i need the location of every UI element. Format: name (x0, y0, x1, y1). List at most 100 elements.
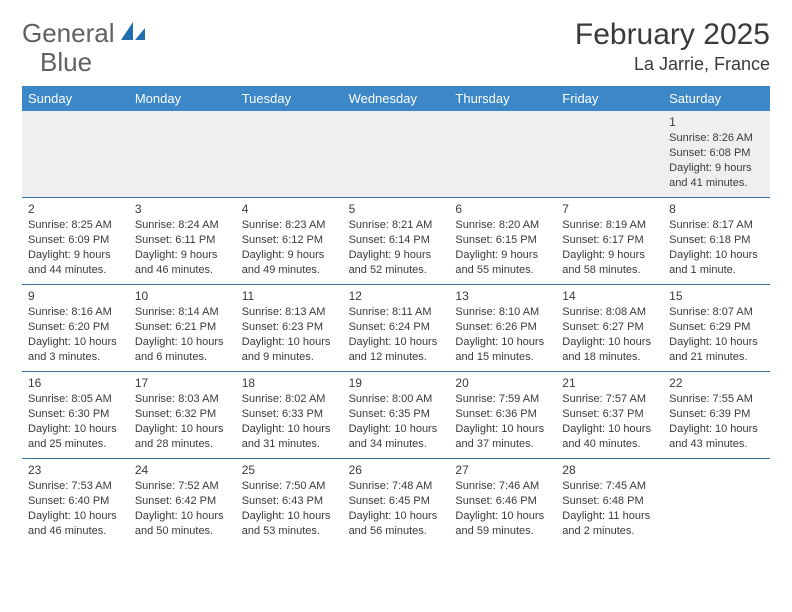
sunrise-text: Sunrise: 8:20 AM (455, 218, 550, 233)
weekday-fri: Friday (556, 86, 663, 111)
calendar-cell: 6Sunrise: 8:20 AMSunset: 6:15 PMDaylight… (449, 198, 556, 284)
sunrise-text: Sunrise: 8:19 AM (562, 218, 657, 233)
sunset-text: Sunset: 6:37 PM (562, 407, 657, 422)
sunset-text: Sunset: 6:17 PM (562, 233, 657, 248)
daylight-text: Daylight: 10 hours and 53 minutes. (242, 509, 337, 539)
calendar-cell: 1Sunrise: 8:26 AMSunset: 6:08 PMDaylight… (663, 111, 770, 197)
sunset-text: Sunset: 6:43 PM (242, 494, 337, 509)
calendar-table: Sunday Monday Tuesday Wednesday Thursday… (22, 86, 770, 545)
day-number: 22 (669, 375, 764, 391)
sunrise-text: Sunrise: 8:13 AM (242, 305, 337, 320)
day-number: 27 (455, 462, 550, 478)
daylight-text: Daylight: 10 hours and 31 minutes. (242, 422, 337, 452)
calendar-cell: 18Sunrise: 8:02 AMSunset: 6:33 PMDayligh… (236, 372, 343, 458)
sunrise-text: Sunrise: 8:02 AM (242, 392, 337, 407)
weekday-thu: Thursday (449, 86, 556, 111)
sunrise-text: Sunrise: 8:16 AM (28, 305, 123, 320)
calendar-cell (129, 111, 236, 197)
sunrise-text: Sunrise: 7:52 AM (135, 479, 230, 494)
sunset-text: Sunset: 6:14 PM (349, 233, 444, 248)
day-number: 7 (562, 201, 657, 217)
weekday-wed: Wednesday (343, 86, 450, 111)
day-number: 16 (28, 375, 123, 391)
daylight-text: Daylight: 9 hours and 55 minutes. (455, 248, 550, 278)
calendar-rows: 1Sunrise: 8:26 AMSunset: 6:08 PMDaylight… (22, 111, 770, 545)
day-number: 11 (242, 288, 337, 304)
calendar-cell: 14Sunrise: 8:08 AMSunset: 6:27 PMDayligh… (556, 285, 663, 371)
sunset-text: Sunset: 6:33 PM (242, 407, 337, 422)
daylight-text: Daylight: 10 hours and 25 minutes. (28, 422, 123, 452)
day-number: 3 (135, 201, 230, 217)
calendar-row: 9Sunrise: 8:16 AMSunset: 6:20 PMDaylight… (22, 284, 770, 371)
daylight-text: Daylight: 10 hours and 37 minutes. (455, 422, 550, 452)
daylight-text: Daylight: 10 hours and 34 minutes. (349, 422, 444, 452)
calendar-cell: 16Sunrise: 8:05 AMSunset: 6:30 PMDayligh… (22, 372, 129, 458)
sunrise-text: Sunrise: 7:53 AM (28, 479, 123, 494)
sunset-text: Sunset: 6:48 PM (562, 494, 657, 509)
daylight-text: Daylight: 10 hours and 50 minutes. (135, 509, 230, 539)
sunrise-text: Sunrise: 8:07 AM (669, 305, 764, 320)
sunrise-text: Sunrise: 7:50 AM (242, 479, 337, 494)
calendar-cell: 9Sunrise: 8:16 AMSunset: 6:20 PMDaylight… (22, 285, 129, 371)
calendar-cell: 23Sunrise: 7:53 AMSunset: 6:40 PMDayligh… (22, 459, 129, 545)
daylight-text: Daylight: 11 hours and 2 minutes. (562, 509, 657, 539)
brand-part2-wrap: Blue (22, 47, 122, 78)
calendar-cell: 15Sunrise: 8:07 AMSunset: 6:29 PMDayligh… (663, 285, 770, 371)
daylight-text: Daylight: 9 hours and 52 minutes. (349, 248, 444, 278)
sunrise-text: Sunrise: 8:21 AM (349, 218, 444, 233)
daylight-text: Daylight: 10 hours and 40 minutes. (562, 422, 657, 452)
sunrise-text: Sunrise: 7:45 AM (562, 479, 657, 494)
daylight-text: Daylight: 10 hours and 28 minutes. (135, 422, 230, 452)
sunset-text: Sunset: 6:36 PM (455, 407, 550, 422)
calendar-cell: 4Sunrise: 8:23 AMSunset: 6:12 PMDaylight… (236, 198, 343, 284)
sunset-text: Sunset: 6:42 PM (135, 494, 230, 509)
sunset-text: Sunset: 6:35 PM (349, 407, 444, 422)
day-number: 14 (562, 288, 657, 304)
daylight-text: Daylight: 10 hours and 46 minutes. (28, 509, 123, 539)
daylight-text: Daylight: 10 hours and 12 minutes. (349, 335, 444, 365)
day-number: 2 (28, 201, 123, 217)
sunrise-text: Sunrise: 7:59 AM (455, 392, 550, 407)
calendar-cell: 2Sunrise: 8:25 AMSunset: 6:09 PMDaylight… (22, 198, 129, 284)
day-number: 4 (242, 201, 337, 217)
day-number: 23 (28, 462, 123, 478)
day-number: 8 (669, 201, 764, 217)
day-number: 26 (349, 462, 444, 478)
sunset-text: Sunset: 6:12 PM (242, 233, 337, 248)
sunrise-text: Sunrise: 8:25 AM (28, 218, 123, 233)
calendar-cell: 26Sunrise: 7:48 AMSunset: 6:45 PMDayligh… (343, 459, 450, 545)
daylight-text: Daylight: 10 hours and 21 minutes. (669, 335, 764, 365)
day-number: 13 (455, 288, 550, 304)
daylight-text: Daylight: 9 hours and 44 minutes. (28, 248, 123, 278)
sunrise-text: Sunrise: 8:26 AM (669, 131, 764, 146)
sunset-text: Sunset: 6:46 PM (455, 494, 550, 509)
day-number: 15 (669, 288, 764, 304)
day-number: 28 (562, 462, 657, 478)
calendar-cell: 10Sunrise: 8:14 AMSunset: 6:21 PMDayligh… (129, 285, 236, 371)
weekday-sat: Saturday (663, 86, 770, 111)
calendar-cell: 22Sunrise: 7:55 AMSunset: 6:39 PMDayligh… (663, 372, 770, 458)
weekday-sun: Sunday (22, 86, 129, 111)
calendar-cell: 13Sunrise: 8:10 AMSunset: 6:26 PMDayligh… (449, 285, 556, 371)
sunrise-text: Sunrise: 8:24 AM (135, 218, 230, 233)
sunset-text: Sunset: 6:45 PM (349, 494, 444, 509)
day-number: 25 (242, 462, 337, 478)
day-number: 24 (135, 462, 230, 478)
daylight-text: Daylight: 9 hours and 41 minutes. (669, 161, 764, 191)
sunset-text: Sunset: 6:15 PM (455, 233, 550, 248)
calendar-cell: 11Sunrise: 8:13 AMSunset: 6:23 PMDayligh… (236, 285, 343, 371)
calendar-row: 16Sunrise: 8:05 AMSunset: 6:30 PMDayligh… (22, 371, 770, 458)
day-number: 1 (669, 114, 764, 130)
sunset-text: Sunset: 6:09 PM (28, 233, 123, 248)
sunrise-text: Sunrise: 7:46 AM (455, 479, 550, 494)
calendar-cell (663, 459, 770, 545)
calendar-cell: 8Sunrise: 8:17 AMSunset: 6:18 PMDaylight… (663, 198, 770, 284)
day-number: 5 (349, 201, 444, 217)
day-number: 10 (135, 288, 230, 304)
daylight-text: Daylight: 9 hours and 46 minutes. (135, 248, 230, 278)
brand-part2: Blue (22, 47, 92, 77)
sunset-text: Sunset: 6:30 PM (28, 407, 123, 422)
sunset-text: Sunset: 6:26 PM (455, 320, 550, 335)
day-number: 21 (562, 375, 657, 391)
calendar-cell (22, 111, 129, 197)
